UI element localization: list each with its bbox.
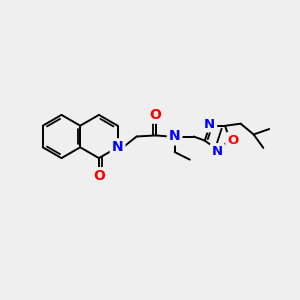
Text: O: O — [93, 169, 105, 183]
Text: N: N — [204, 118, 215, 130]
Text: O: O — [149, 108, 161, 122]
Text: N: N — [212, 145, 223, 158]
Text: O: O — [227, 134, 239, 147]
Text: N: N — [169, 130, 181, 143]
Text: N: N — [112, 140, 123, 154]
